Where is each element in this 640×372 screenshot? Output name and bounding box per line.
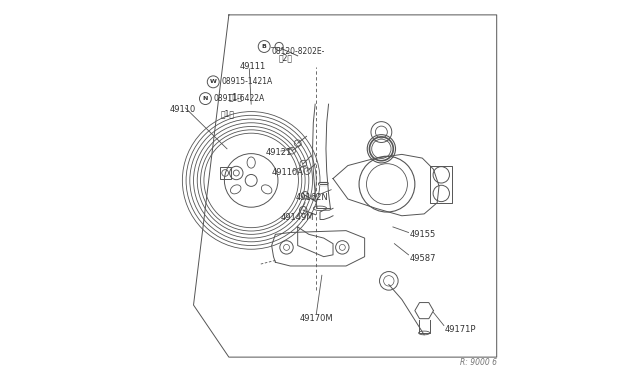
Text: 〈1〉: 〈1〉 bbox=[221, 109, 235, 118]
Text: 49170M: 49170M bbox=[300, 314, 333, 323]
Text: 〈1〉: 〈1〉 bbox=[228, 92, 243, 101]
Text: 〈2〉: 〈2〉 bbox=[279, 53, 293, 62]
Text: 49155: 49155 bbox=[410, 230, 436, 239]
Text: R: 9000 6: R: 9000 6 bbox=[460, 358, 497, 367]
Text: B: B bbox=[262, 44, 267, 49]
Text: N: N bbox=[203, 96, 208, 101]
Text: W: W bbox=[210, 79, 217, 84]
Text: 49110A: 49110A bbox=[271, 169, 303, 177]
Text: 49110: 49110 bbox=[170, 105, 196, 114]
Text: 49162N: 49162N bbox=[296, 193, 328, 202]
Text: 49149M: 49149M bbox=[281, 213, 314, 222]
Text: 49111: 49111 bbox=[240, 62, 266, 71]
Text: 49121: 49121 bbox=[266, 148, 292, 157]
Text: 08911-6422A: 08911-6422A bbox=[213, 94, 264, 103]
Text: 08915-1421A: 08915-1421A bbox=[221, 77, 272, 86]
Text: 49171P: 49171P bbox=[445, 325, 476, 334]
Text: 49587: 49587 bbox=[410, 254, 436, 263]
Text: 08120-8202E-: 08120-8202E- bbox=[271, 47, 325, 56]
